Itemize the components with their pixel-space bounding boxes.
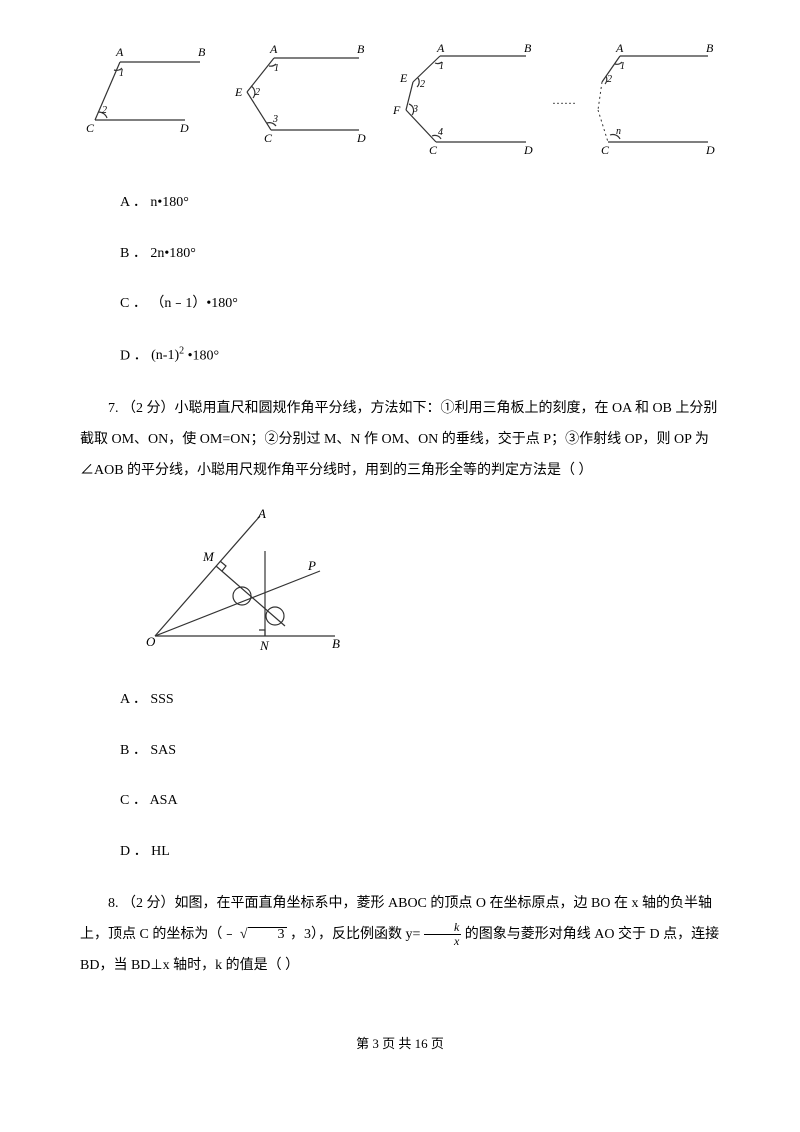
ellipsis-label: ……	[552, 89, 576, 112]
figure-4: A B C D 1 2 n	[580, 40, 720, 160]
page-footer: 第 3 页 共 16 页	[80, 1032, 720, 1057]
label-A: A	[269, 42, 278, 56]
label-E: E	[234, 85, 243, 99]
label-C: C	[264, 131, 273, 145]
option-C: C ． （n﹣1）•180°	[120, 291, 720, 318]
figures-row-q6: A B C D 1 2 A B C D E 1 2 3	[80, 40, 720, 160]
label-B: B	[706, 41, 714, 55]
q8-mid: ，3），反比例函数 y=	[290, 927, 424, 942]
q8-sqrt: 3	[248, 927, 287, 942]
label-D: D	[179, 121, 189, 135]
figure-4-group: …… A B C D 1 2 n	[552, 40, 720, 160]
angle-1: 1	[439, 61, 444, 72]
angle-1: 1	[119, 68, 124, 79]
label-F: F	[392, 103, 401, 117]
angle-3: 3	[272, 114, 278, 125]
angle-1: 1	[620, 61, 625, 72]
label-A: A	[436, 41, 445, 55]
label-P: P	[307, 558, 316, 573]
angle-2: 2	[420, 79, 425, 90]
label-D: D	[705, 143, 715, 157]
option-D-base: (n-1)	[151, 348, 179, 363]
label-B: B	[332, 636, 340, 651]
angle-2: 2	[255, 87, 260, 98]
q7-option-B: B ． SAS	[120, 738, 720, 765]
label-A: A	[257, 506, 266, 521]
option-B: B ． 2n•180°	[120, 241, 720, 268]
q7-option-D: D ． HL	[120, 839, 720, 866]
option-D-prefix: D ．	[120, 348, 151, 363]
label-B: B	[357, 42, 365, 56]
option-D-exp: 2	[179, 346, 184, 357]
figure-2: A B C D E 1 2 3	[229, 40, 379, 150]
option-A: A ． n•180°	[120, 190, 720, 217]
label-M: M	[202, 549, 215, 564]
question-8-text: 8. （2 分）如图，在平面直角坐标系中，菱形 ABOC 的顶点 O 在坐标原点…	[80, 889, 720, 981]
label-D: D	[356, 131, 366, 145]
q7-option-A: A ． SSS	[120, 687, 720, 714]
label-A: A	[115, 45, 124, 59]
figure-q7: O A B M N P	[140, 506, 720, 667]
label-A: A	[615, 41, 624, 55]
q7-option-C: C ． ASA	[120, 788, 720, 815]
angle-4: 4	[438, 127, 443, 138]
option-D: D ． (n-1)2 •180°	[120, 342, 720, 370]
question-7-text: 7. （2 分）小聪用直尺和圆规作角平分线，方法如下：①利用三角板上的刻度，在 …	[80, 394, 720, 486]
label-D: D	[523, 143, 533, 157]
label-O: O	[146, 634, 156, 649]
label-C: C	[429, 143, 438, 157]
angle-n: n	[616, 126, 621, 137]
label-B: B	[198, 45, 206, 59]
angle-2: 2	[102, 105, 107, 116]
label-C: C	[86, 121, 95, 135]
q8-frac-den: x	[424, 935, 461, 948]
figure-1: A B C D 1 2	[80, 40, 220, 140]
label-B: B	[524, 41, 532, 55]
option-D-suffix: •180°	[188, 348, 220, 363]
label-N: N	[259, 638, 270, 653]
label-C: C	[601, 143, 610, 157]
angle-1: 1	[274, 63, 279, 74]
q8-frac-num: k	[424, 921, 461, 935]
angle-2: 2	[607, 74, 612, 85]
figure-3: A B C D E F 1 2 3 4	[388, 40, 543, 160]
angle-3: 3	[412, 104, 418, 115]
label-E: E	[399, 71, 408, 85]
